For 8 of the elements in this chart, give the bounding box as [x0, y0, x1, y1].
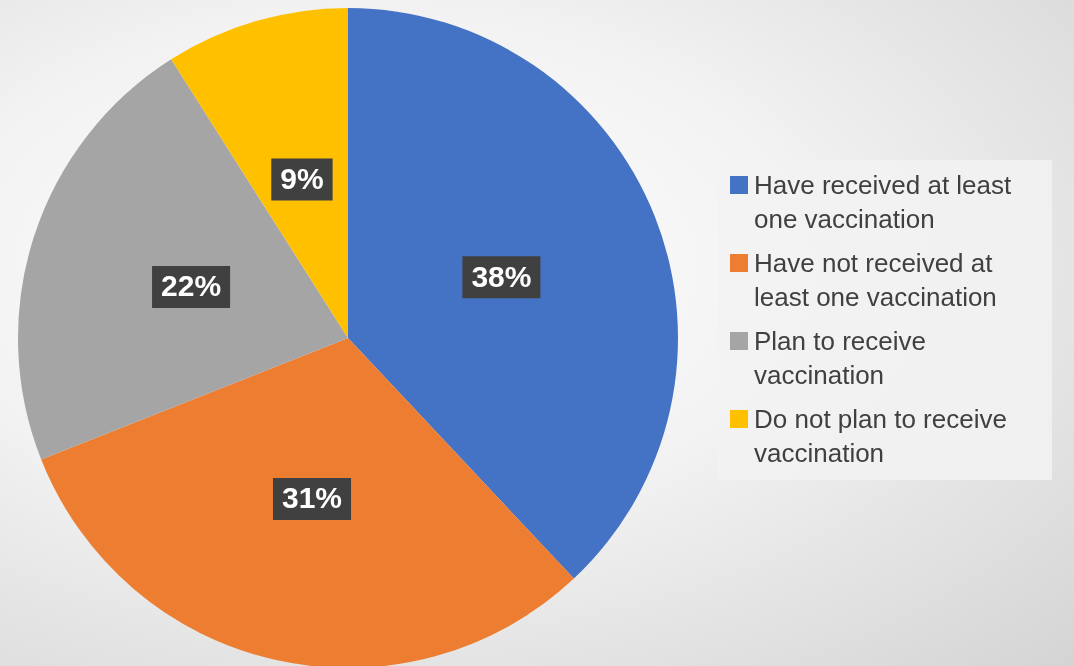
legend-label: Plan to receive vaccination	[754, 325, 927, 392]
legend-label: Do not plan to receive vaccination	[754, 403, 1008, 470]
data-label: 31%	[281, 481, 343, 515]
data-label: 9%	[280, 161, 324, 195]
legend-label: Have not received at least one vaccination	[754, 247, 998, 314]
legend-label: Have received at least one vaccination	[754, 169, 1013, 236]
data-label: 22%	[161, 269, 222, 303]
data-label: 38%	[471, 259, 532, 293]
